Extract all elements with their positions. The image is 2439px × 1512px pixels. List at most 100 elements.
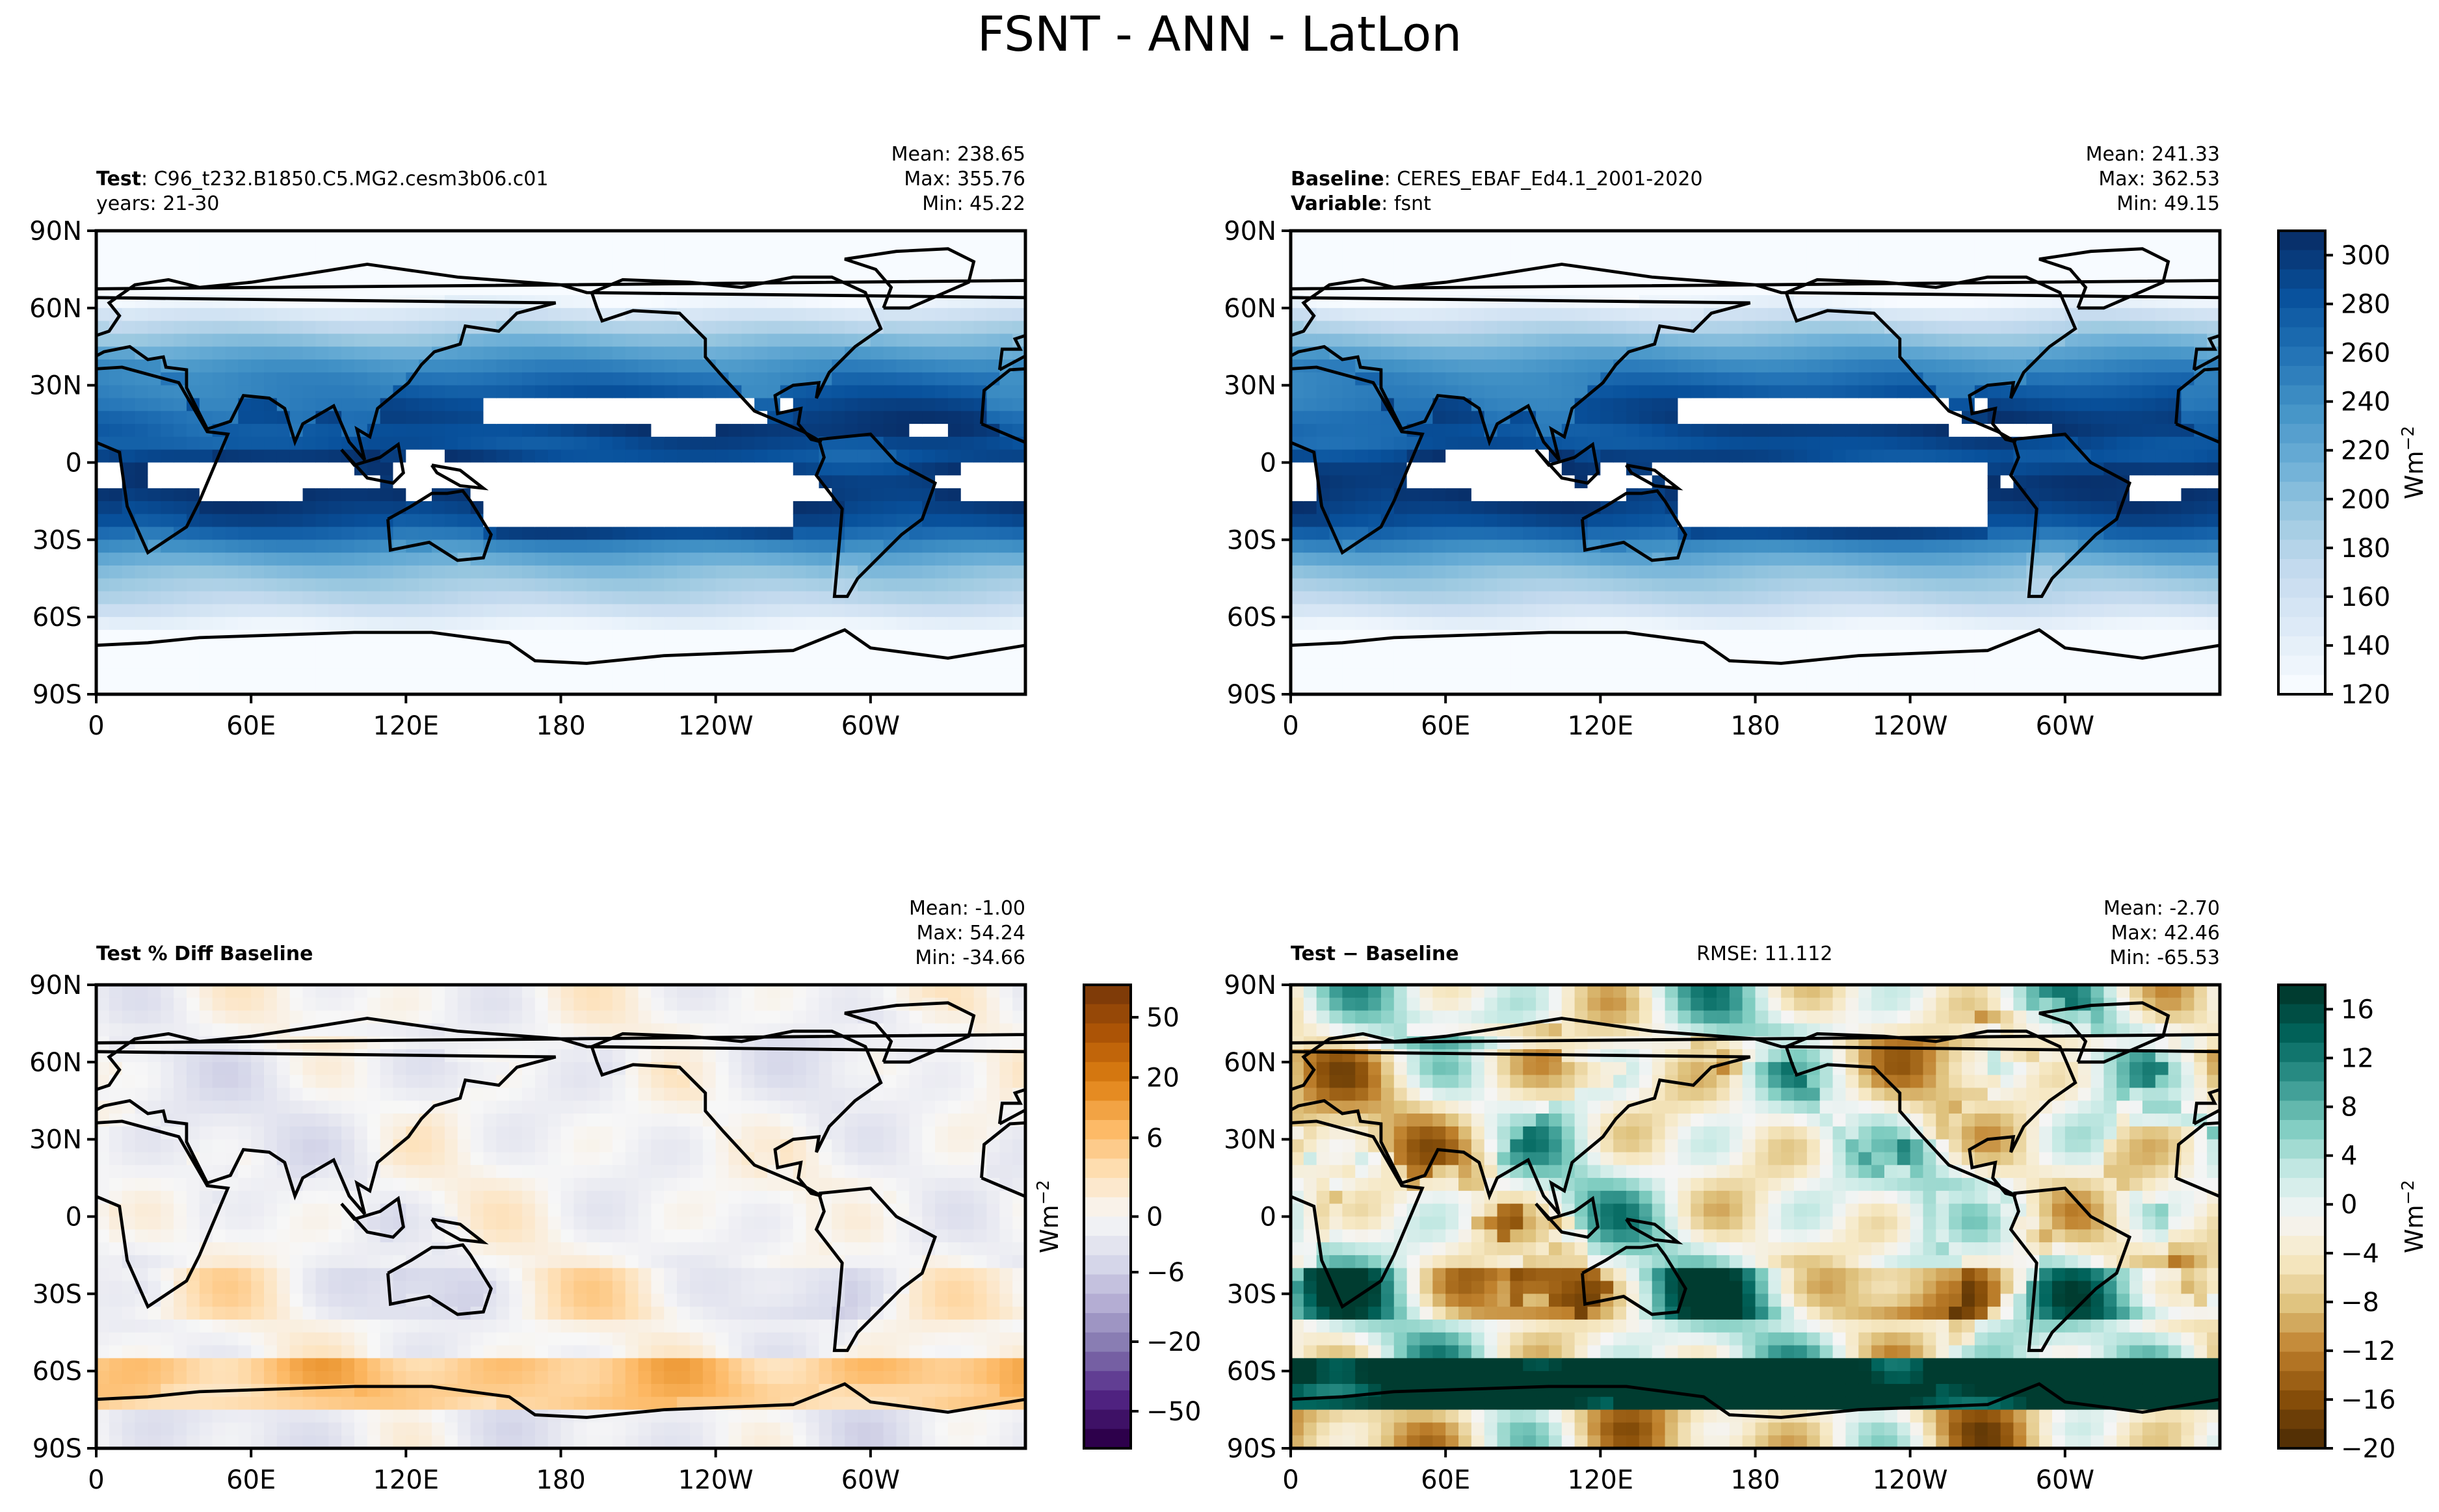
heatmap-cell bbox=[845, 411, 858, 424]
heatmap-cell bbox=[1303, 578, 1317, 592]
heatmap-cell bbox=[238, 372, 252, 386]
heatmap-cell bbox=[2129, 411, 2143, 424]
heatmap-cell bbox=[1716, 540, 1730, 553]
heatmap-cell bbox=[2051, 681, 2066, 695]
heatmap-cell bbox=[1484, 475, 1498, 489]
heatmap-cell bbox=[767, 565, 781, 579]
heatmap-cell bbox=[715, 424, 730, 437]
heatmap-cell bbox=[909, 385, 923, 399]
heatmap-cell bbox=[264, 604, 278, 618]
heatmap-cell bbox=[161, 333, 174, 348]
heatmap-cell bbox=[251, 668, 265, 682]
heatmap-cell bbox=[1587, 553, 1602, 566]
heatmap-cell bbox=[1949, 320, 1962, 335]
heatmap-cell bbox=[238, 424, 252, 437]
heatmap-cell bbox=[573, 668, 587, 682]
heatmap-cell bbox=[521, 436, 536, 450]
heatmap-cell bbox=[1484, 231, 1498, 244]
heatmap-cell bbox=[1406, 642, 1421, 657]
heatmap-cell bbox=[302, 333, 317, 348]
heatmap-cell bbox=[148, 668, 162, 682]
heatmap-cell bbox=[186, 449, 200, 463]
y-tick-label: 30S bbox=[33, 525, 82, 555]
heatmap-cell bbox=[122, 385, 136, 399]
heatmap-cell bbox=[702, 501, 717, 515]
heatmap-cell bbox=[845, 668, 858, 682]
heatmap-cell bbox=[2103, 629, 2118, 644]
heatmap-cell bbox=[2064, 565, 2079, 579]
heatmap-cell bbox=[2051, 655, 2066, 670]
heatmap-cell bbox=[909, 269, 923, 283]
heatmap-cell bbox=[264, 385, 278, 399]
heatmap-cell bbox=[1600, 488, 1614, 502]
heatmap-cell bbox=[1742, 565, 1756, 579]
heatmap-cell bbox=[1781, 346, 1795, 360]
heatmap-cell bbox=[689, 578, 704, 592]
heatmap-cell bbox=[806, 514, 820, 528]
heatmap-cell bbox=[728, 488, 743, 502]
heatmap-cell bbox=[393, 269, 407, 283]
heatmap-cell bbox=[870, 449, 884, 463]
heatmap-cell bbox=[1536, 231, 1549, 244]
heatmap-cell bbox=[1949, 398, 1962, 412]
heatmap-cell bbox=[289, 243, 304, 257]
heatmap-cell bbox=[122, 681, 136, 695]
heatmap-cell bbox=[1393, 501, 1408, 515]
heatmap-cell bbox=[677, 256, 691, 270]
heatmap-cell bbox=[1012, 488, 1026, 502]
heatmap-cell bbox=[148, 256, 162, 270]
heatmap-cell bbox=[1832, 617, 1847, 631]
heatmap-cell bbox=[1432, 411, 1446, 424]
heatmap-cell bbox=[1458, 462, 1472, 476]
heatmap-cell bbox=[444, 231, 458, 244]
heatmap-cell bbox=[457, 514, 471, 528]
heatmap-cell bbox=[1342, 681, 1356, 695]
heatmap-cell bbox=[896, 231, 910, 244]
heatmap-cell bbox=[2039, 604, 2053, 618]
heatmap-cell bbox=[973, 591, 988, 605]
heatmap-cell bbox=[534, 385, 549, 399]
heatmap-cell bbox=[638, 359, 652, 373]
heatmap-cell bbox=[1380, 655, 1395, 670]
heatmap-cell bbox=[380, 307, 394, 322]
heatmap-cell bbox=[1832, 424, 1847, 437]
heatmap-cell bbox=[1419, 372, 1434, 386]
heatmap-cell bbox=[1355, 501, 1369, 515]
heatmap-cell bbox=[186, 462, 200, 476]
heatmap-cell bbox=[857, 449, 871, 463]
heatmap-cell bbox=[715, 604, 730, 618]
heatmap-cell bbox=[148, 307, 162, 322]
heatmap-cell bbox=[199, 527, 213, 541]
heatmap-cell bbox=[509, 398, 523, 412]
heatmap-cell bbox=[793, 629, 807, 644]
heatmap-cell bbox=[1755, 256, 1769, 270]
heatmap-cell bbox=[600, 372, 613, 386]
heatmap-cell bbox=[2116, 333, 2130, 348]
heatmap-cell bbox=[935, 475, 949, 489]
heatmap-cell bbox=[1742, 307, 1756, 322]
heatmap-cell bbox=[560, 320, 575, 335]
heatmap-cell bbox=[560, 604, 575, 618]
heatmap-cell bbox=[909, 681, 923, 695]
heatmap-cell bbox=[973, 449, 988, 463]
heatmap-cell bbox=[521, 540, 536, 553]
heatmap-cell bbox=[1962, 681, 1975, 695]
heatmap-cell bbox=[289, 527, 304, 541]
heatmap-cell bbox=[1845, 475, 1860, 489]
heatmap-cell bbox=[780, 449, 794, 463]
heatmap-cell bbox=[1819, 488, 1834, 502]
heatmap-cell bbox=[1691, 540, 1704, 553]
heatmap-cell bbox=[521, 565, 536, 579]
heatmap-cell bbox=[135, 604, 149, 618]
heatmap-cell bbox=[612, 320, 626, 335]
heatmap-cell bbox=[432, 231, 445, 244]
heatmap-cell bbox=[560, 681, 575, 695]
heatmap-cell bbox=[857, 243, 871, 257]
heatmap-cell bbox=[973, 514, 988, 528]
heatmap-cell bbox=[1497, 617, 1511, 631]
heatmap-cell bbox=[1012, 604, 1026, 618]
heatmap-cell bbox=[806, 681, 820, 695]
heatmap-cell bbox=[419, 578, 432, 592]
heatmap-cell bbox=[625, 642, 639, 657]
heatmap-cell bbox=[2000, 359, 2014, 373]
